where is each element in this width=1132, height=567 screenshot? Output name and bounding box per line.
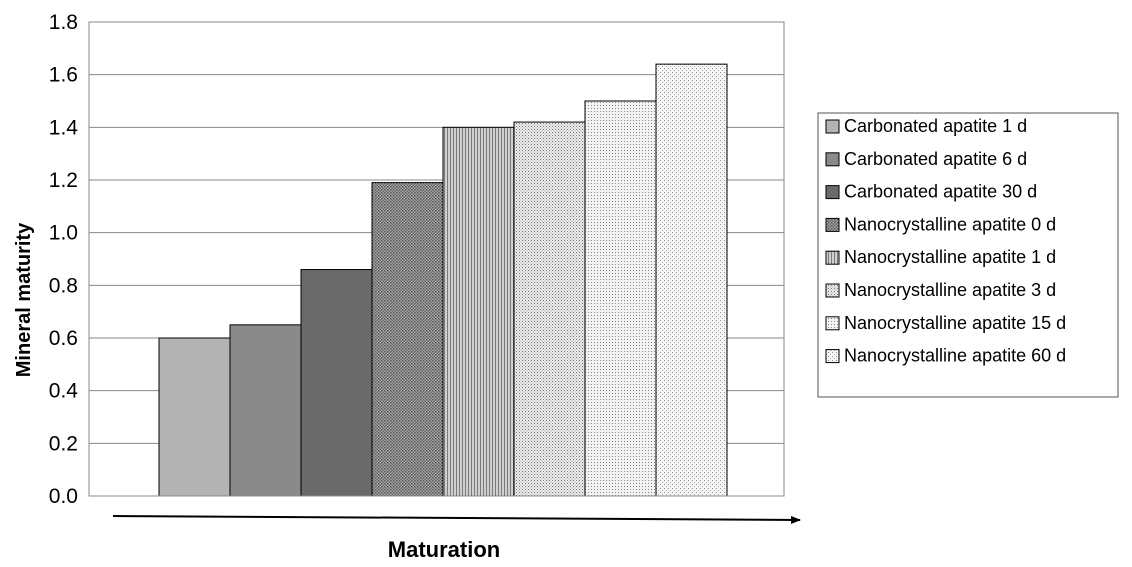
y-tick-label: 0.0 [49,485,78,508]
legend-box [817,112,1119,398]
legend-label-7: Nanocrystalline apatite 15 d [844,313,1066,333]
x-axis-title: Maturation [388,537,500,562]
legend-swatch-3 [825,185,840,200]
legend-label-4: Nanocrystalline apatite 0 d [844,214,1056,234]
y-tick-label: 1.2 [49,169,78,192]
y-tick-label: 0.8 [49,274,78,297]
y-tick-label: 1.4 [49,116,79,139]
legend: Carbonated apatite 1 d Carbonated apatite… [817,112,1119,398]
legend-label-3: Carbonated apatite 30 d [844,182,1037,202]
bar-8 [655,63,728,497]
y-tick-label: 1.6 [49,64,78,87]
bar-4 [371,182,444,497]
y-tick-label: 0.4 [49,380,79,403]
plot-frame [88,21,785,497]
bar-5 [442,126,515,497]
bar-1 [158,337,231,497]
y-tick-label: 1.0 [49,222,78,245]
bar-3 [300,269,373,497]
legend-label-5: Nanocrystalline apatite 1 d [844,247,1056,267]
legend-swatch-7 [825,316,840,331]
legend-swatch-2 [825,152,840,167]
legend-swatch-1 [825,119,840,134]
legend-swatch-4 [825,217,840,232]
bar-7 [584,100,657,497]
y-tick-label: 1.8 [49,11,78,34]
bars [158,63,728,497]
legend-label-8: Nanocrystalline apatite 60 d [844,346,1066,366]
legend-label-6: Nanocrystalline apatite 3 d [844,280,1056,300]
legend-swatch-5 [825,250,840,265]
y-tick-labels: 0.0 0.2 0.4 0.6 0.8 1.0 1.2 1.4 1.6 1.8 [49,11,79,508]
y-tick-label: 0.2 [49,432,78,455]
y-axis-title: Mineral maturity [13,222,35,377]
legend-label-2: Carbonated apatite 6 d [844,149,1027,169]
y-tick-label: 0.6 [49,327,78,350]
bar-6 [513,121,586,497]
legend-label-1: Carbonated apatite 1 d [844,116,1027,136]
bar-2 [229,324,302,497]
legend-swatch-6 [825,283,840,298]
maturation-arrow [112,515,801,524]
legend-swatch-8 [825,349,840,364]
